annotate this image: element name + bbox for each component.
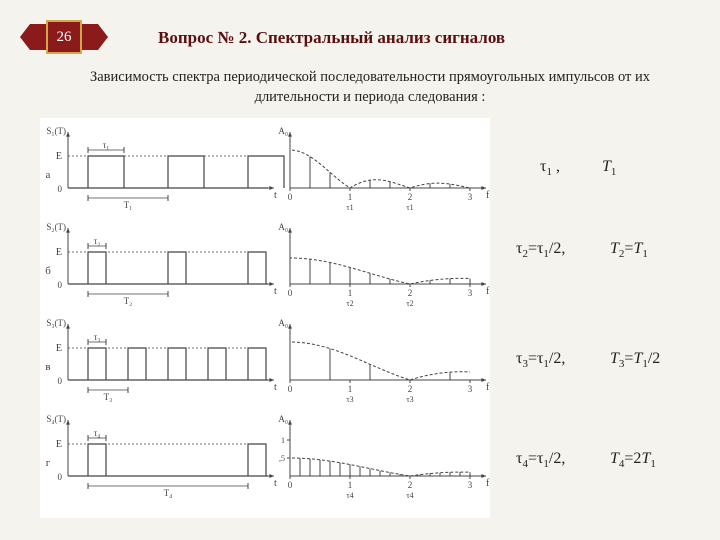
- row4-T: T4=2T1: [610, 450, 656, 470]
- svg-text:S₂(T): S₂(T): [46, 222, 66, 232]
- svg-text:3: 3: [468, 384, 473, 394]
- svg-text:1: 1: [281, 436, 285, 445]
- svg-text:τ₁: τ₁: [103, 140, 110, 150]
- svg-text:T₂: T₂: [124, 296, 133, 306]
- svg-text:3: 3: [468, 192, 473, 202]
- svg-text:t: t: [274, 190, 277, 201]
- row1-tau: τ1 ,: [540, 158, 560, 178]
- svg-text:0: 0: [288, 288, 293, 298]
- svg-text:t: t: [274, 382, 277, 393]
- svg-text:T₁: T₁: [124, 200, 133, 210]
- svg-text:3: 3: [468, 480, 473, 490]
- figure-area: аS₁(T)t0Eτ₁T₁A₀f01τ12τ13бS₂(T)t0Eτ₂T₂A₀f…: [40, 118, 490, 518]
- slide-number-badge: 26: [38, 18, 90, 56]
- svg-text:г: г: [46, 457, 51, 469]
- svg-text:1: 1: [348, 384, 353, 394]
- row-labels: τ1 , T1 τ2=τ1/2, T2=T1 τ3=τ1/2, T3=T1/2 …: [510, 130, 705, 520]
- svg-text:E: E: [56, 343, 62, 354]
- svg-text:1: 1: [348, 192, 353, 202]
- svg-text:2: 2: [408, 192, 413, 202]
- svg-text:1: 1: [348, 480, 353, 490]
- svg-text:T₃: T₃: [104, 392, 113, 402]
- svg-text:2: 2: [408, 384, 413, 394]
- svg-text:0: 0: [58, 472, 63, 482]
- svg-text:S₃(T): S₃(T): [46, 318, 66, 328]
- row2-tau: τ2=τ1/2,: [516, 240, 565, 260]
- svg-text:τ₄: τ₄: [94, 428, 101, 438]
- svg-text:t: t: [274, 286, 277, 297]
- svg-text:E: E: [56, 151, 62, 162]
- svg-text:,5: ,5: [279, 454, 285, 463]
- svg-text:0: 0: [58, 184, 63, 194]
- svg-text:в: в: [45, 361, 50, 373]
- badge-number: 26: [46, 20, 82, 54]
- svg-text:E: E: [56, 439, 62, 450]
- svg-text:τ3: τ3: [406, 395, 413, 404]
- svg-text:S₁(T): S₁(T): [46, 126, 66, 136]
- svg-text:1: 1: [348, 288, 353, 298]
- svg-text:τ3: τ3: [346, 395, 353, 404]
- svg-text:0: 0: [288, 480, 293, 490]
- svg-text:0: 0: [288, 384, 293, 394]
- slide-title: Вопрос № 2. Спектральный анализ сигналов: [158, 28, 505, 48]
- svg-text:E: E: [56, 247, 62, 258]
- svg-text:τ₃: τ₃: [94, 332, 101, 342]
- svg-text:τ₂: τ₂: [94, 236, 101, 246]
- svg-text:τ4: τ4: [346, 491, 353, 500]
- svg-text:0: 0: [288, 192, 293, 202]
- svg-text:б: б: [45, 265, 51, 277]
- svg-text:0: 0: [58, 376, 63, 386]
- svg-text:A₀: A₀: [278, 318, 288, 328]
- svg-text:τ1: τ1: [346, 203, 353, 212]
- row3-tau: τ3=τ1/2,: [516, 350, 565, 370]
- svg-text:t: t: [274, 478, 277, 489]
- svg-text:τ1: τ1: [406, 203, 413, 212]
- svg-text:τ2: τ2: [346, 299, 353, 308]
- svg-text:τ2: τ2: [406, 299, 413, 308]
- svg-text:S₄(T): S₄(T): [46, 414, 66, 424]
- row1-T: T1: [602, 158, 616, 178]
- svg-text:0: 0: [58, 280, 63, 290]
- svg-text:2: 2: [408, 288, 413, 298]
- row4-tau: τ4=τ1/2,: [516, 450, 565, 470]
- svg-text:A₀: A₀: [278, 414, 288, 424]
- svg-text:3: 3: [468, 288, 473, 298]
- slide-subtitle: Зависимость спектра периодической послед…: [60, 68, 680, 107]
- svg-text:τ4: τ4: [406, 491, 413, 500]
- row3-T: T3=T1/2: [610, 350, 660, 370]
- svg-text:а: а: [46, 169, 51, 181]
- row2-T: T2=T1: [610, 240, 648, 260]
- svg-text:A₀: A₀: [278, 222, 288, 232]
- svg-text:T₄: T₄: [164, 488, 173, 498]
- svg-text:A₀: A₀: [278, 126, 288, 136]
- figure-svg: аS₁(T)t0Eτ₁T₁A₀f01τ12τ13бS₂(T)t0Eτ₂T₂A₀f…: [40, 118, 490, 518]
- svg-text:2: 2: [408, 480, 413, 490]
